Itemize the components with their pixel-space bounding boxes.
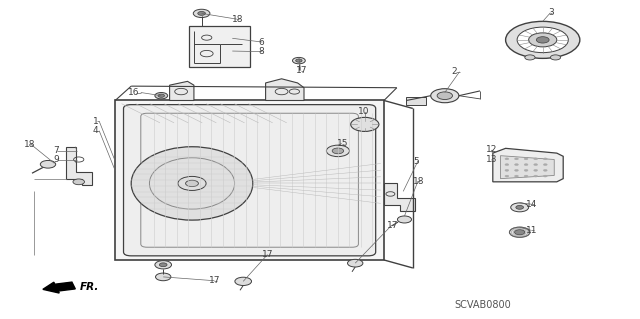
Circle shape (158, 94, 164, 97)
Circle shape (505, 164, 509, 166)
Text: 17: 17 (296, 66, 307, 75)
Text: 18: 18 (413, 177, 424, 186)
Polygon shape (493, 148, 563, 182)
Text: 17: 17 (387, 221, 398, 230)
Text: FR.: FR. (80, 282, 99, 292)
Circle shape (509, 227, 530, 237)
Polygon shape (266, 79, 304, 100)
Text: 16: 16 (128, 88, 140, 97)
Circle shape (524, 175, 528, 177)
Circle shape (524, 158, 528, 160)
Circle shape (534, 175, 538, 177)
Text: 6: 6 (259, 38, 264, 47)
Text: 14: 14 (526, 200, 538, 209)
Text: 18: 18 (232, 15, 243, 24)
FancyBboxPatch shape (124, 105, 376, 256)
Circle shape (534, 164, 538, 166)
Circle shape (292, 57, 305, 64)
Circle shape (296, 59, 302, 62)
Circle shape (326, 145, 349, 157)
Polygon shape (115, 100, 384, 260)
Circle shape (517, 27, 568, 53)
Circle shape (524, 169, 528, 171)
Text: 1: 1 (93, 117, 99, 126)
Text: 3: 3 (548, 8, 554, 17)
Circle shape (235, 277, 252, 286)
Circle shape (536, 37, 549, 43)
Circle shape (515, 175, 518, 177)
Bar (189, 26, 250, 67)
Circle shape (543, 158, 547, 160)
Text: 4: 4 (93, 126, 99, 135)
Circle shape (516, 205, 524, 209)
Circle shape (193, 9, 210, 18)
Circle shape (505, 158, 509, 160)
Polygon shape (66, 147, 92, 185)
Text: 7: 7 (53, 146, 59, 155)
Circle shape (515, 169, 518, 171)
Circle shape (524, 164, 528, 166)
Text: 2: 2 (452, 67, 458, 76)
Circle shape (155, 93, 168, 99)
Circle shape (332, 148, 344, 154)
Circle shape (505, 175, 509, 177)
Text: 10: 10 (358, 107, 370, 116)
Circle shape (550, 55, 561, 60)
Circle shape (529, 33, 557, 47)
Circle shape (431, 89, 459, 103)
FancyArrow shape (43, 282, 76, 293)
Text: 13: 13 (486, 155, 497, 164)
Circle shape (543, 164, 547, 166)
Text: 8: 8 (259, 47, 264, 56)
Ellipse shape (131, 147, 253, 220)
Text: 18: 18 (24, 140, 36, 149)
Polygon shape (500, 156, 554, 179)
Circle shape (186, 180, 198, 187)
Bar (406, 97, 426, 105)
Circle shape (348, 259, 363, 267)
Polygon shape (170, 81, 194, 100)
Text: 9: 9 (53, 155, 59, 164)
Circle shape (515, 230, 525, 235)
Circle shape (159, 263, 167, 267)
Circle shape (156, 273, 171, 281)
Text: 11: 11 (526, 226, 538, 235)
Text: SCVAB0800: SCVAB0800 (455, 300, 511, 310)
Circle shape (505, 169, 509, 171)
Circle shape (543, 175, 547, 177)
Circle shape (351, 117, 379, 131)
Circle shape (73, 179, 84, 185)
Circle shape (155, 261, 172, 269)
Circle shape (515, 164, 518, 166)
Circle shape (534, 169, 538, 171)
Circle shape (525, 55, 535, 60)
Circle shape (40, 160, 56, 168)
Circle shape (534, 158, 538, 160)
Circle shape (515, 158, 518, 160)
Circle shape (543, 169, 547, 171)
Circle shape (437, 92, 452, 100)
Circle shape (511, 203, 529, 212)
Polygon shape (384, 183, 415, 211)
Text: 15: 15 (337, 139, 348, 148)
Text: 12: 12 (486, 145, 497, 154)
Circle shape (506, 21, 580, 58)
Text: 17: 17 (262, 250, 274, 259)
Text: 17: 17 (209, 276, 221, 285)
Circle shape (397, 216, 412, 223)
Text: 5: 5 (413, 157, 419, 166)
Circle shape (198, 11, 205, 15)
